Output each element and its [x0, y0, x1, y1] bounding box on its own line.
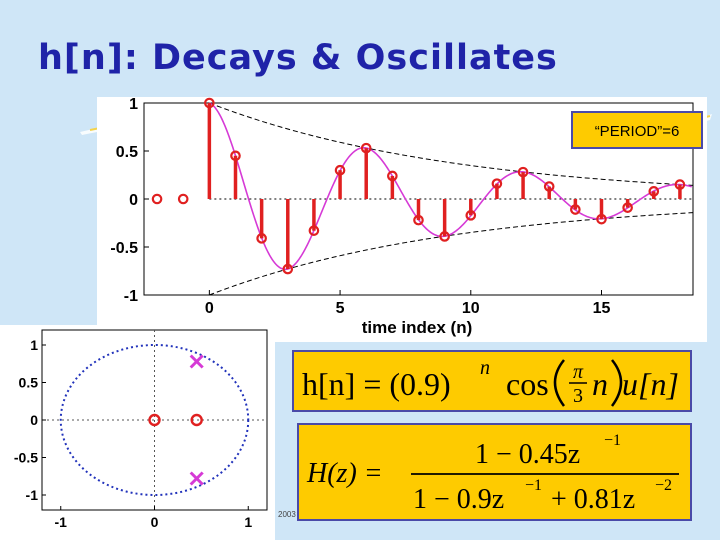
pz-y-tick-label: -1: [26, 487, 39, 503]
stem-marker: [230, 150, 241, 162]
y-tick-label: -1: [124, 288, 138, 305]
pole-marker: [189, 471, 204, 486]
stem-marker: [570, 204, 581, 215]
stem-marker: [282, 263, 294, 275]
pz-y-tick-label: -0.5: [14, 450, 38, 466]
stem-marker: [648, 186, 660, 197]
y-tick-label: 1: [129, 97, 138, 113]
stem-marker: [465, 210, 477, 221]
zero-marker: [148, 413, 161, 427]
stem-marker: [387, 170, 398, 182]
upper-envelope: [209, 102, 694, 186]
stem-xlabel: time index (n): [362, 318, 473, 337]
x-tick-label: 5: [336, 300, 345, 317]
y-tick-label: 0.5: [116, 144, 138, 161]
eq1-left-paren: [553, 359, 566, 407]
eq2-denominator-a-exp: −1: [525, 477, 542, 494]
stem-marker: [334, 164, 346, 176]
pz-x-tick-label: -1: [55, 514, 68, 530]
eq1-right-paren: [610, 359, 623, 407]
eq1-lhs: h[n] = (0.9): [302, 366, 451, 402]
stem-marker: [543, 181, 555, 192]
continuous-curve: [209, 102, 692, 271]
x-tick-label: 0: [205, 300, 214, 317]
stem-marker: [308, 225, 320, 236]
x-tick-label: 15: [593, 300, 611, 317]
stem-marker: [413, 214, 424, 226]
eq2-numerator-exp: −1: [604, 432, 621, 449]
eq1-tail: n: [592, 366, 608, 402]
impulse-response-stem-plot: 0 5 10 15 1 0.5 0 -0.5 -1 time index (n) “PERIOD…: [97, 97, 707, 342]
pz-y-tick-label: 0.5: [19, 375, 39, 391]
unit-circle: [59, 344, 250, 496]
eq2-denominator-b: + 0.81z: [551, 484, 635, 515]
eq2-denominator-b-exp: −2: [655, 477, 672, 494]
stem-marker: [517, 166, 529, 178]
pz-x-tick-label: 1: [244, 514, 252, 530]
stem-marker: [439, 231, 450, 242]
pole-marker: [189, 354, 204, 369]
impulse-response-equation: h[n] = (0.9) n cos π 3 n u[n]: [292, 350, 692, 412]
eq2-denominator-a: 1 − 0.9z: [413, 484, 504, 515]
pz-y-tick-label: 1: [30, 337, 38, 353]
stem-marker: [596, 213, 607, 225]
zero-marker: [190, 413, 203, 427]
stem-marker: [256, 233, 267, 244]
stem-marker: [622, 202, 633, 213]
stem-marker: [204, 97, 215, 109]
y-tick-label: 0: [129, 192, 138, 209]
x-tick-label: 10: [462, 300, 480, 317]
eq1-step: u[n]: [622, 366, 679, 402]
slide-title: h[n]: Decays & Oscillates: [38, 38, 558, 78]
eq1-cos: cos: [506, 366, 549, 402]
y-tick-label: -0.5: [110, 240, 138, 257]
eq1-exponent: n: [480, 357, 490, 379]
eq1-frac-num: π: [573, 361, 584, 383]
stem-marker: [674, 179, 686, 190]
stem-marker: [177, 193, 189, 205]
stem-marker: [491, 178, 503, 189]
system-function-equation: H(z) = 1 − 0.45z −1 1 − 0.9z −1 + 0.81z …: [297, 423, 692, 521]
pz-plot-background: [0, 325, 275, 540]
period-annotation-text: “PERIOD”=6: [595, 123, 680, 140]
footer-year: 2003: [278, 510, 296, 519]
pz-y-tick-label: 0: [30, 412, 38, 428]
eq2-numerator: 1 − 0.45z: [475, 439, 580, 470]
pz-x-tick-label: 0: [151, 514, 159, 530]
eq2-lhs: H(z) =: [306, 458, 383, 489]
pole-zero-plot: -1 0 1 1 0.5 0 -0.5 -1: [0, 325, 275, 540]
eq1-frac-den: 3: [573, 385, 583, 407]
period-annotation: “PERIOD”=6: [571, 111, 703, 149]
stem-marker: [360, 142, 372, 154]
stem-marker: [151, 193, 163, 205]
